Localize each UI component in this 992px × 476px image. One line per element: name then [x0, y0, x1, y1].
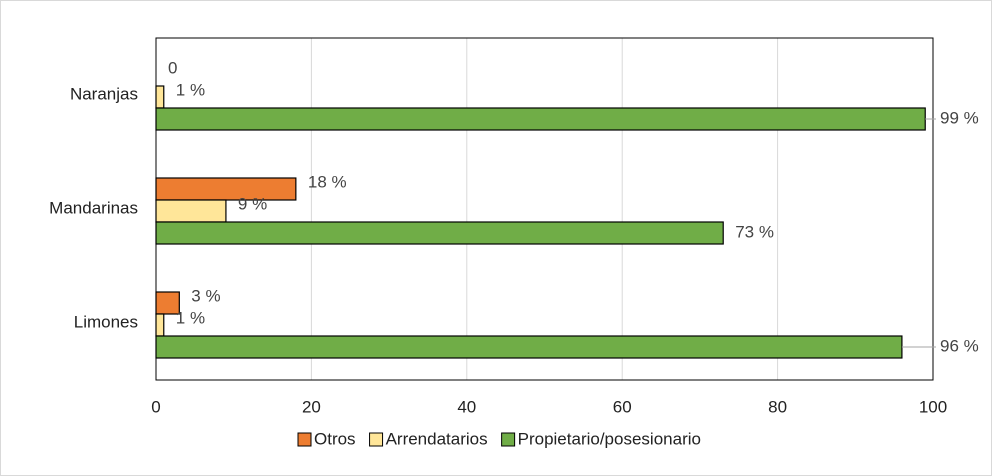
legend-label: Arrendatarios: [386, 429, 488, 448]
legend-swatch: [501, 432, 516, 447]
legend-label: Propietario/posesionario: [518, 429, 701, 448]
bar: [155, 177, 297, 201]
data-label: 73 %: [735, 222, 774, 241]
data-label: 99 %: [940, 108, 979, 127]
legend-swatch: [369, 432, 384, 447]
data-label: 3 %: [191, 286, 220, 305]
x-tick-label: 100: [919, 397, 947, 416]
bar: [155, 85, 165, 109]
y-tick-label: Limones: [74, 312, 138, 331]
y-tick-label: Mandarinas: [49, 198, 138, 217]
data-label: 1 %: [176, 80, 205, 99]
bar: [155, 199, 227, 223]
bar: [155, 221, 724, 245]
x-tick-label: 40: [457, 397, 476, 416]
data-label: 18 %: [308, 172, 347, 191]
legend-label: Otros: [314, 429, 356, 448]
x-tick-label: 80: [768, 397, 787, 416]
y-tick-label: Naranjas: [70, 84, 138, 103]
data-label: 0: [168, 58, 177, 77]
bar: [155, 107, 926, 131]
data-label: 1 %: [176, 308, 205, 327]
x-tick-label: 60: [613, 397, 632, 416]
bar: [155, 313, 165, 337]
bar: [155, 335, 903, 359]
x-tick-label: 20: [302, 397, 321, 416]
x-tick-label: 0: [151, 397, 160, 416]
legend-swatch: [297, 432, 312, 447]
data-label: 96 %: [940, 336, 979, 355]
data-label: 9 %: [238, 194, 267, 213]
bar: [155, 291, 180, 315]
